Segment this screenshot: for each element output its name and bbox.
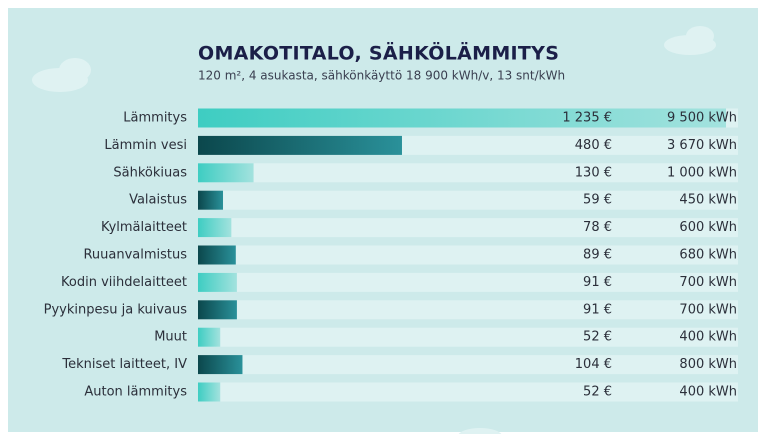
cost-label: 52 € [583,385,612,400]
row-background [198,355,738,374]
value-label: 9 500 kWh [667,111,737,126]
cost-label: 480 € [575,138,612,153]
bar [198,355,242,374]
value-label: 800 kWh [679,357,737,372]
row-background [198,246,738,265]
category-label: Sähkökiuas [113,165,187,180]
bar [198,109,726,128]
row-background [198,218,738,237]
category-label: Ruuanvalmistus [83,248,187,263]
row-background [198,300,738,319]
value-label: 450 kWh [679,193,737,208]
cost-label: 52 € [583,330,612,345]
bar [198,218,231,237]
cost-label: 91 € [583,302,612,317]
chart-subtitle: 120 m², 4 asukasta, sähkönkäyttö 18 900 … [198,69,565,83]
bar [198,273,237,292]
cost-label: 59 € [583,193,612,208]
row-background [198,328,738,347]
category-label: Valaistus [129,193,187,208]
cost-label: 89 € [583,248,612,263]
cost-label: 104 € [575,357,612,372]
bar [198,246,236,265]
bar [198,136,402,155]
row-background [198,383,738,402]
cost-label: 1 235 € [562,111,612,126]
value-label: 3 670 kWh [667,138,737,153]
value-label: 400 kWh [679,385,737,400]
row-background [198,163,738,182]
category-label: Lämmin vesi [104,138,187,153]
row-background [198,191,738,210]
cost-label: 130 € [575,165,612,180]
bar [198,383,220,402]
category-label: Pyykinpesu ja kuivaus [44,302,188,317]
bar [198,191,223,210]
cost-label: 91 € [583,275,612,290]
value-label: 600 kWh [679,220,737,235]
cost-label: 78 € [583,220,612,235]
row-background [198,273,738,292]
value-label: 700 kWh [679,302,737,317]
category-label: Kodin viihdelaitteet [61,275,187,290]
bar [198,328,220,347]
category-label: Lämmitys [123,111,187,126]
chart-title: OMAKOTITALO, SÄHKÖLÄMMITYS [198,41,559,65]
value-label: 1 000 kWh [667,165,737,180]
value-label: 680 kWh [679,248,737,263]
category-label: Auton lämmitys [84,385,187,400]
category-label: Kylmälaitteet [101,220,187,235]
value-label: 400 kWh [679,330,737,345]
bar [198,163,254,182]
value-label: 700 kWh [679,275,737,290]
category-label: Muut [154,330,187,345]
category-label: Tekniset laitteet, IV [61,357,187,372]
infographic: OMAKOTITALO, SÄHKÖLÄMMITYS 120 m², 4 asu… [0,0,762,434]
bar [198,300,237,319]
